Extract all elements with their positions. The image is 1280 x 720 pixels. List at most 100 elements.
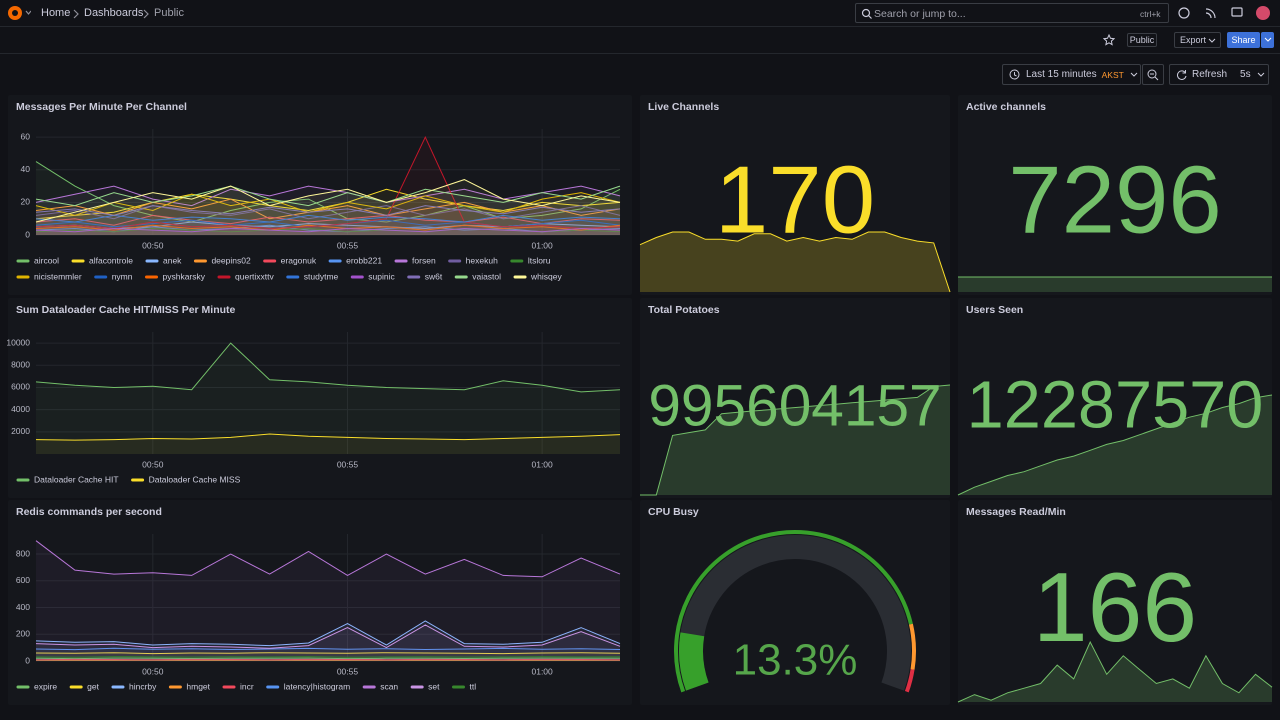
dashboard-toolbar: Public Export Share xyxy=(0,27,1280,54)
series-line xyxy=(35,205,621,216)
legend-label: sw6t xyxy=(425,271,443,281)
legend-label: scan xyxy=(380,681,398,691)
time-range: Last 15 minutes xyxy=(1026,69,1097,80)
export-button[interactable]: Export xyxy=(1174,32,1221,48)
avatar[interactable] xyxy=(1256,6,1270,20)
series-line xyxy=(35,342,621,393)
legend-label: supinic xyxy=(368,271,395,281)
stat-value: 170 xyxy=(715,146,875,253)
series-line xyxy=(35,224,621,231)
series-line xyxy=(35,620,621,647)
sparkline xyxy=(957,640,1273,703)
search-icon xyxy=(861,8,872,19)
stat-value: 166 xyxy=(1033,552,1197,662)
legend-label: get xyxy=(87,681,99,691)
legend-label: hmget xyxy=(186,681,210,691)
stat-value: 7296 xyxy=(1008,146,1222,253)
legend-label: hexekuh xyxy=(466,255,498,265)
legend-label: ttl xyxy=(470,681,477,691)
series-area xyxy=(36,205,620,235)
gauge-track xyxy=(679,535,911,691)
series-area xyxy=(36,215,620,235)
legend-label: whisqey xyxy=(530,271,562,281)
panel-title: Live Channels xyxy=(648,101,719,113)
search-box[interactable]: Search or jump to... ctrl+k xyxy=(855,3,1169,23)
sparkline-area xyxy=(958,395,1272,495)
share-dropdown[interactable] xyxy=(1261,32,1274,48)
zoom-out[interactable] xyxy=(1142,64,1164,85)
chevron xyxy=(1264,37,1271,42)
legend-label: nymn xyxy=(112,271,133,281)
legend-label: ltsloru xyxy=(528,255,551,265)
series-area xyxy=(36,179,620,235)
legend-label: quertixxttv xyxy=(235,271,274,281)
y-tick-label: 60 xyxy=(21,131,31,141)
sparkline-area xyxy=(640,385,950,495)
stat-value: 12287570 xyxy=(967,369,1264,443)
breadcrumb[interactable]: Dashboards xyxy=(84,7,144,19)
legend-label: anek xyxy=(163,255,182,265)
panel-title: Active channels xyxy=(966,101,1046,113)
y-tick-label: 6000 xyxy=(11,382,30,392)
series-line xyxy=(35,192,621,216)
threshold-arc xyxy=(674,530,913,693)
legend-label: expire xyxy=(34,681,57,691)
legend-label: latency|histogram xyxy=(284,681,350,691)
series-line xyxy=(35,433,621,441)
series-area xyxy=(36,540,620,661)
chevron xyxy=(1257,72,1264,77)
panel-title: Sum Dataloader Cache HIT/MISS Per Minute xyxy=(16,304,236,316)
clock-icon xyxy=(1009,69,1020,80)
share-button[interactable]: Share xyxy=(1227,32,1260,48)
legend-label: deepins02 xyxy=(211,255,251,265)
legend-label: aircool xyxy=(34,255,59,265)
y-tick-label: 0 xyxy=(25,229,30,239)
series-line xyxy=(35,205,621,220)
refresh-interval: 5s xyxy=(1240,69,1251,80)
legend-label: vaiastol xyxy=(472,271,501,281)
x-tick-label: 01:00 xyxy=(531,666,553,676)
series-line xyxy=(35,656,621,658)
panel xyxy=(640,95,950,295)
legend-label: Dataloader Cache MISS xyxy=(149,474,241,484)
sparkline xyxy=(639,231,951,293)
series-area xyxy=(36,343,620,454)
x-tick-label: 00:50 xyxy=(142,240,164,250)
panel-title: Messages Read/Min xyxy=(966,506,1066,518)
series-line xyxy=(35,198,621,220)
series-area xyxy=(36,624,620,661)
zoom-icon xyxy=(1147,69,1159,80)
legend-label: hincrby xyxy=(129,681,157,691)
news-icon[interactable] xyxy=(1205,8,1216,19)
gauge-label: 13.3% xyxy=(733,636,858,685)
x-tick-label: 00:55 xyxy=(337,666,359,676)
legend-label: eragonuk xyxy=(281,255,317,265)
star-icon[interactable] xyxy=(1103,34,1115,46)
breadcrumb[interactable]: Home xyxy=(41,7,71,19)
time-picker[interactable]: Last 15 minutes AKST xyxy=(1002,64,1141,85)
y-tick-label: 10000 xyxy=(6,337,30,347)
kiosk-icon[interactable] xyxy=(1231,7,1243,17)
sparkline-area xyxy=(958,277,1272,292)
series-area xyxy=(36,225,620,235)
series-line xyxy=(35,647,621,651)
panel xyxy=(958,500,1272,705)
series-line xyxy=(35,188,621,220)
refresh-picker[interactable]: Refresh 5s xyxy=(1169,64,1269,85)
panel-title: Redis commands per second xyxy=(16,506,162,518)
series-line xyxy=(35,185,621,207)
legend-label: Dataloader Cache HIT xyxy=(34,474,119,484)
legend-label: erobb221 xyxy=(346,255,382,265)
x-tick-label: 01:00 xyxy=(531,459,553,469)
series-line xyxy=(35,214,621,223)
series-line xyxy=(35,136,621,230)
x-tick-label: 00:55 xyxy=(337,240,359,250)
help-icon[interactable] xyxy=(1178,7,1190,19)
legend-label: nicistemmler xyxy=(34,271,82,281)
y-tick-label: 0 xyxy=(25,655,30,665)
grafana-logo[interactable] xyxy=(7,5,31,21)
sparkline xyxy=(640,384,951,496)
series-line xyxy=(35,624,621,649)
series-line xyxy=(35,214,621,226)
